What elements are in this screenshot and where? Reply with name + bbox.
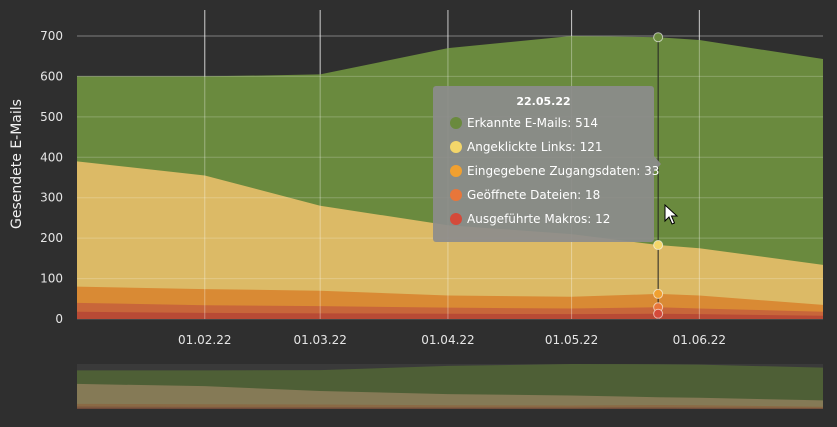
x-tick-label: 01.02.22 [178,333,231,347]
tooltip-swatch [450,189,462,201]
tooltip-swatch [450,165,462,177]
y-tick-label: 600 [40,69,63,83]
y-tick-label: 300 [40,191,63,205]
marker-point [653,308,664,319]
area-ausgef-hrte-makros[interactable] [77,311,823,319]
cursor-arrow [664,203,679,225]
tooltip-date: 22.05.22 [516,95,570,108]
mouse-cursor-icon [664,203,679,225]
tooltip-box [433,86,654,242]
y-tick-label: 200 [40,231,63,245]
tooltip: 22.05.22 Erkannte E-Mails: 514 Angeklickte… [433,86,661,242]
tooltip-swatch [450,117,462,129]
y-tick-label: 100 [40,272,63,286]
navigator-area [77,407,823,409]
y-tick-label: 500 [40,110,63,124]
tooltip-item: Angeklickte Links: 121 [467,140,602,154]
tooltip-item: Ausgeführte Makros: 12 [467,212,610,226]
x-tick-label: 01.05.22 [545,333,598,347]
marker-point [653,32,664,43]
x-tick-label: 01.06.22 [673,333,726,347]
y-tick-label: 400 [40,150,63,164]
marker-point [653,288,664,299]
range-navigator[interactable] [77,364,823,409]
tooltip-item: Erkannte E-Mails: 514 [467,116,598,130]
tooltip-item: Eingegebene Zugangsdaten: 33 [467,164,659,178]
y-axis-label: Gesendete E-Mails [9,99,25,229]
navigator-area [77,383,823,409]
tooltip-pointer [654,156,661,172]
marker-point [653,240,664,251]
x-tick-label: 01.04.22 [421,333,474,347]
hover-crosshair [653,32,664,319]
tooltip-swatch [450,141,462,153]
y-tick-label: 700 [40,29,63,43]
x-tick-label: 01.03.22 [293,333,346,347]
y-axis-ticks: 0 100 200 300 400 500 600 700 [40,29,63,326]
tooltip-swatch [450,213,462,225]
y-tick-label: 0 [55,312,63,326]
tooltip-item: Geöffnete Dateien: 18 [467,188,600,202]
x-axis-ticks: 01.02.22 01.03.22 01.04.22 01.05.22 01.06.22 [178,333,726,347]
